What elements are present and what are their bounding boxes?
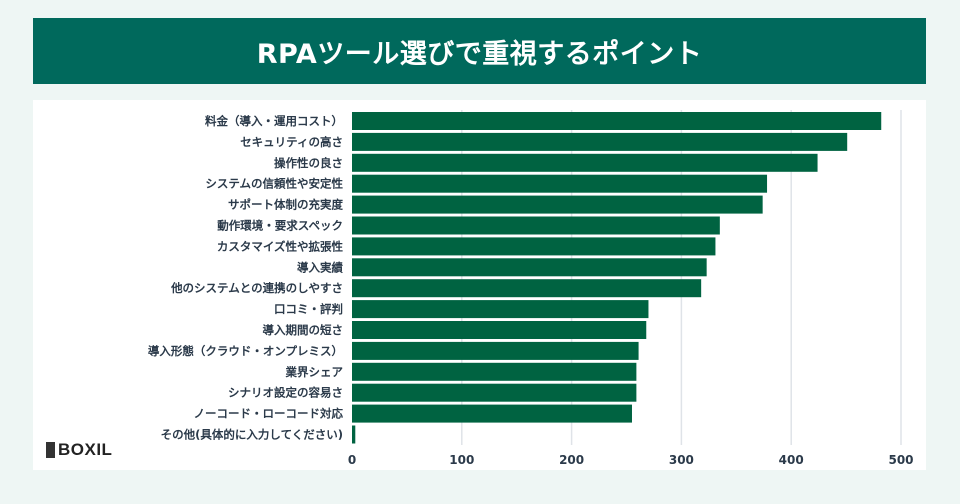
x-tick-label: 400 [779,453,804,467]
bar [352,279,702,298]
category-label: カスタマイズ性や拡張性 [217,239,344,253]
bar [352,216,720,235]
bar [352,362,637,381]
x-tick-label: 100 [449,453,474,467]
bar [352,132,848,151]
title-banner: RPAツール選びで重視するポイント [33,18,926,84]
chart-title: RPAツール選びで重視するポイント [256,38,703,70]
bar [352,425,356,444]
category-label: 業界シェア [285,365,344,379]
category-label: サポート体制の充実度 [228,198,343,212]
bar [352,258,707,277]
category-label: 導入形態（クラウド・オンプレミス） [148,344,343,358]
x-tick-label: 300 [669,453,694,467]
bar [352,383,637,402]
boxil-logo: BOXIL [46,440,112,460]
bar [352,300,649,319]
bar [352,404,632,423]
bar [352,341,639,360]
logo-text: BOXIL [58,440,113,459]
x-tick-label: 0 [348,453,356,467]
bar [352,174,768,193]
category-label: 導入期間の短さ [263,323,344,337]
category-label: システムの信頼性や安定性 [205,177,343,191]
bar [352,195,763,214]
logo-mark-icon [46,442,55,458]
category-label: シナリオ設定の容易さ [228,386,343,400]
category-label: 他のシステムとの連携のしやすさ [170,281,343,295]
bar [352,153,818,172]
bar [352,321,647,339]
category-label: 料金（導入・運用コスト） [205,114,343,128]
category-label: ノーコード・ローコード対応 [194,407,344,421]
category-label: 動作環境・要求スペック [217,219,343,233]
bar [352,237,716,256]
x-tick-label: 200 [559,453,584,467]
category-label: 導入実績 [297,260,343,274]
category-label: その他(具体的に入力してください) [161,428,343,442]
category-label: セキュリティの高さ [240,135,343,149]
category-label: 操作性の良さ [274,156,343,170]
category-label: 口コミ・評判 [274,302,343,316]
x-tick-label: 500 [888,453,913,467]
bar [352,112,882,130]
